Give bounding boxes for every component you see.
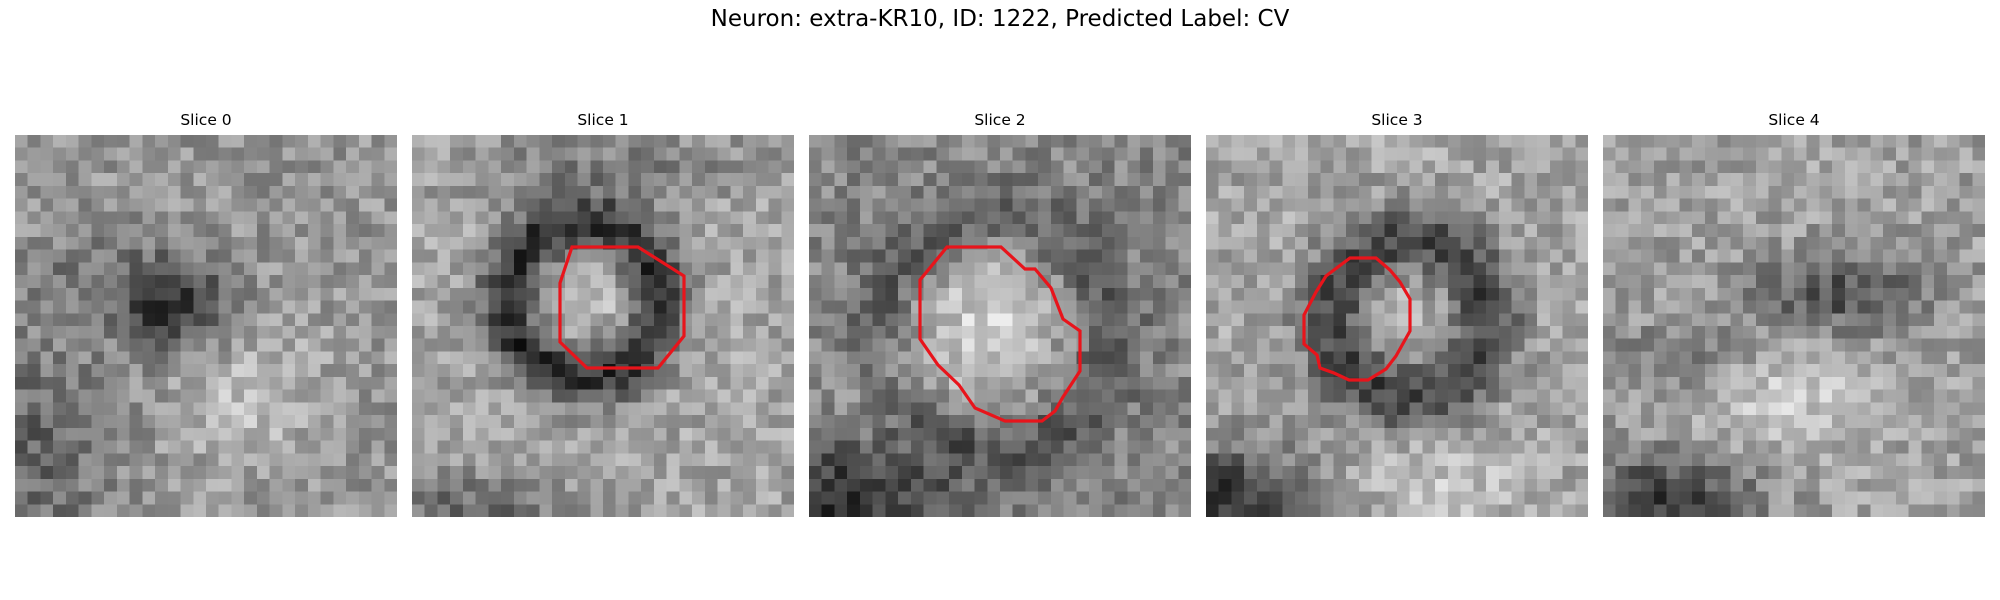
slice-title: Slice 3 [1371, 111, 1423, 129]
slice-panel-2: Slice 2 [809, 108, 1191, 517]
slice-title: Slice 4 [1768, 111, 1820, 129]
slice-image-frame [1603, 135, 1985, 517]
slice-image-4 [1603, 135, 1985, 517]
slice-panel-4: Slice 4 [1603, 108, 1985, 517]
slice-image-frame [809, 135, 1191, 517]
slice-title: Slice 2 [974, 111, 1026, 129]
slice-panel-3: Slice 3 [1206, 108, 1588, 517]
figure-title: Neuron: extra-KR10, ID: 1222, Predicted … [710, 6, 1290, 32]
slice-image-frame [412, 135, 794, 517]
slice-panel-1: Slice 1 [412, 108, 794, 517]
slice-image-3 [1206, 135, 1588, 517]
slice-title: Slice 1 [577, 111, 629, 129]
segmentation-contour-1 [558, 245, 686, 370]
slice-panel-0: Slice 0 [15, 108, 397, 517]
segmentation-contour-3 [1302, 256, 1412, 382]
slice-image-2 [809, 135, 1191, 517]
segmentation-contour-2 [918, 245, 1082, 423]
slice-image-0 [15, 135, 397, 517]
slice-title: Slice 0 [180, 111, 232, 129]
slice-image-frame [15, 135, 397, 517]
slice-image-1 [412, 135, 794, 517]
slice-image-frame [1206, 135, 1588, 517]
